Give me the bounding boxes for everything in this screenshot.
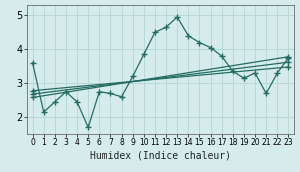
- X-axis label: Humidex (Indice chaleur): Humidex (Indice chaleur): [90, 150, 231, 160]
